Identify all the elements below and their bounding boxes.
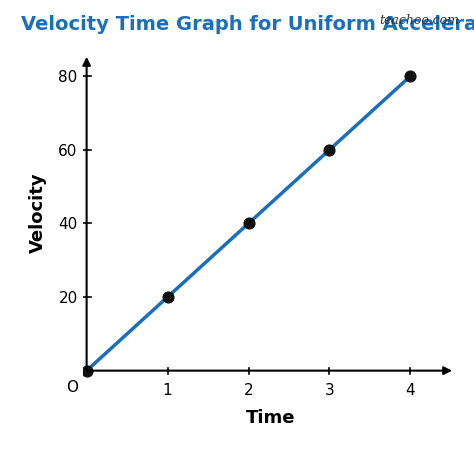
Point: [83, 367, 91, 374]
Point: [407, 73, 414, 80]
Y-axis label: Velocity: Velocity: [29, 172, 47, 253]
Text: O: O: [66, 380, 78, 395]
X-axis label: Time: Time: [246, 409, 295, 427]
Point: [245, 220, 252, 227]
Text: teachoo.com: teachoo.com: [380, 14, 460, 27]
Point: [164, 294, 172, 301]
Point: [326, 146, 333, 153]
Title: Velocity Time Graph for Uniform Acceleration: Velocity Time Graph for Uniform Accelera…: [21, 15, 474, 34]
